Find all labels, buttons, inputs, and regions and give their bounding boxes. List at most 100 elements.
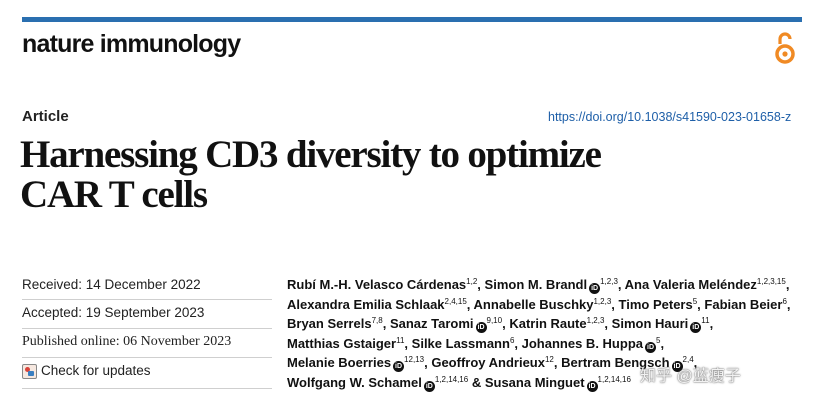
affiliation-superscript[interactable]: 1,2,14,16: [434, 374, 469, 384]
author-name[interactable]: Matthias Gstaiger11,: [287, 336, 408, 351]
author-name[interactable]: Fabian Beier6,: [704, 297, 790, 312]
affiliation-superscript[interactable]: 11: [701, 316, 710, 326]
author-name-text: Johannes B. Huppa: [521, 335, 643, 351]
affiliation-superscript[interactable]: 2,4,15: [444, 296, 467, 306]
author-separator: ,: [466, 296, 471, 312]
author-list: Rubí M.-H. Velasco Cárdenas1,2, Simon M.…: [287, 275, 807, 393]
author-separator: ,: [709, 316, 714, 332]
author-name[interactable]: Simon Hauri iD11,: [611, 316, 714, 334]
author-name-text: Fabian Beier: [704, 296, 783, 312]
author-name-text: Geoffroy Andrieux: [431, 355, 545, 371]
author-name[interactable]: Simon M. Brandl iD1,2,3,: [484, 277, 622, 294]
check-updates-icon: [22, 363, 37, 379]
affiliation-superscript[interactable]: 1,2,14,16: [597, 374, 631, 384]
author-name[interactable]: Alexandra Emilia Schlaak2,4,15,: [287, 297, 470, 312]
author-separator: ,: [617, 277, 622, 292]
check-updates-label: Check for updates: [41, 363, 151, 378]
affiliation-superscript[interactable]: 1,2,3: [593, 296, 612, 306]
author-name-text: Sanaz Taromi: [389, 316, 474, 332]
author-separator: ,: [424, 355, 428, 371]
author-separator: ,: [697, 296, 701, 312]
affiliation-superscript[interactable]: 1,2,3,15: [756, 277, 786, 286]
received-date: Received: 14 December 2022: [22, 277, 201, 292]
author-name-text: Ana Valeria Meléndez: [624, 277, 757, 292]
orcid-icon[interactable]: iD: [586, 380, 598, 392]
author-separator: ,: [660, 335, 665, 351]
author-separator: ,: [785, 277, 790, 292]
watermark: 知乎 @蓝瘦子: [640, 368, 741, 385]
author-name-text: Timo Peters: [618, 296, 693, 312]
orcid-icon[interactable]: iD: [423, 380, 435, 392]
affiliation-superscript[interactable]: 12: [544, 355, 554, 365]
author-name[interactable]: Susana Minguet iD1,2,14,16: [484, 374, 631, 392]
affiliation-superscript[interactable]: 6: [509, 335, 515, 345]
affiliation-superscript[interactable]: 1,2: [466, 277, 478, 286]
affiliation-superscript[interactable]: 11: [396, 335, 405, 345]
author-name-text: Melanie Boerries: [287, 355, 392, 371]
title-line-1: Harnessing CD3 diversity to optimize: [20, 133, 602, 176]
article-type-label: Article: [22, 108, 69, 125]
author-name[interactable]: Silke Lassmann6,: [412, 336, 518, 351]
author-name[interactable]: Bertram Bengsch iD2,4,: [561, 355, 698, 373]
author-separator: ,: [477, 277, 481, 292]
orcid-icon[interactable]: iD: [475, 322, 487, 334]
author-name-text: Simon M. Brandl: [484, 277, 588, 292]
affiliation-superscript[interactable]: 9,10: [486, 316, 503, 326]
author-name-text: Alexandra Emilia Schlaak: [287, 296, 445, 312]
affiliation-superscript[interactable]: 1,2,3: [600, 277, 618, 286]
affiliation-superscript[interactable]: 5: [656, 335, 661, 345]
author-separator: ,: [514, 335, 519, 351]
journal-name[interactable]: nature immunology: [22, 30, 241, 58]
orcid-icon[interactable]: iD: [690, 322, 702, 334]
author-name[interactable]: Bryan Serrels7,8,: [287, 316, 386, 331]
author-separator: ,: [502, 316, 506, 332]
author-name-text: Silke Lassmann: [411, 335, 510, 351]
author-name-text: Susana Minguet: [484, 374, 585, 390]
author-name[interactable]: Wolfgang W. Schamel iD1,2,14,16 &: [287, 374, 482, 392]
author-name-text: Annabelle Buschky: [473, 296, 594, 312]
author-separator: ,: [404, 335, 409, 351]
author-separator: ,: [611, 296, 615, 312]
orcid-icon[interactable]: iD: [393, 361, 405, 373]
title-line-2: CAR T cells: [20, 173, 208, 216]
open-access-icon[interactable]: [772, 30, 798, 66]
affiliation-superscript[interactable]: 2,4: [682, 355, 694, 365]
author-name[interactable]: Katrin Raute1,2,3,: [509, 316, 608, 331]
author-separator: ,: [604, 316, 609, 332]
author-name-text: Matthias Gstaiger: [287, 335, 397, 351]
author-name-text: Wolfgang W. Schamel: [287, 374, 422, 390]
check-for-updates-button[interactable]: Check for updates: [22, 359, 151, 383]
orcid-icon[interactable]: iD: [589, 283, 601, 294]
journal-header-bar: [22, 17, 802, 22]
author-name-text: Katrin Raute: [509, 316, 587, 332]
author-separator: ,: [553, 355, 558, 371]
published-date: Published online: 06 November 2023: [22, 328, 272, 357]
author-name[interactable]: Geoffroy Andrieux12,: [431, 355, 557, 370]
accepted-date: Accepted: 19 September 2023: [22, 299, 272, 328]
affiliation-superscript[interactable]: 6: [782, 296, 787, 306]
affiliation-superscript[interactable]: 7,8: [371, 316, 383, 326]
affiliation-superscript[interactable]: 5: [692, 296, 698, 306]
author-name[interactable]: Sanaz Taromi iD9,10,: [389, 316, 506, 334]
author-name-text: Simon Hauri: [611, 316, 689, 332]
author-name-text: Bryan Serrels: [287, 316, 372, 332]
orcid-icon[interactable]: iD: [671, 361, 683, 373]
author-name-text: Rubí M.-H. Velasco Cárdenas: [287, 277, 467, 292]
author-name-text: Bertram Bengsch: [561, 355, 670, 371]
doi-link[interactable]: https://doi.org/10.1038/s41590-023-01658…: [548, 110, 792, 124]
author-name[interactable]: Ana Valeria Meléndez1,2,3,15,: [625, 277, 790, 292]
publication-dates: Received: 14 December 2022 Accepted: 19 …: [22, 273, 272, 389]
author-separator: ,: [693, 355, 698, 371]
author-separator: ,: [786, 296, 791, 312]
author-name[interactable]: Annabelle Buschky1,2,3,: [474, 297, 615, 312]
orcid-icon[interactable]: iD: [645, 341, 656, 353]
author-separator: &: [468, 374, 482, 390]
affiliation-superscript[interactable]: 12,13: [404, 355, 425, 365]
author-name[interactable]: Timo Peters5,: [619, 297, 701, 312]
author-name[interactable]: Melanie Boerries iD12,13,: [287, 355, 428, 373]
author-name[interactable]: Rubí M.-H. Velasco Cárdenas1,2,: [287, 277, 481, 292]
check-updates-row: Check for updates: [22, 357, 272, 389]
affiliation-superscript[interactable]: 1,2,3: [586, 316, 605, 326]
author-name[interactable]: Johannes B. Huppa iD5,: [521, 335, 665, 353]
article-title: Harnessing CD3 diversity to optimize CAR…: [20, 133, 602, 216]
